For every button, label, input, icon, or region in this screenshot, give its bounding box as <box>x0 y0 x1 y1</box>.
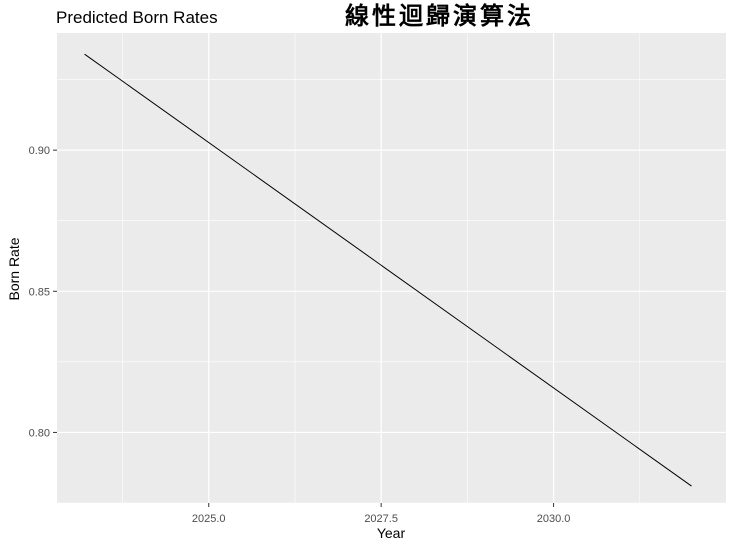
x-tick-label: 2025.0 <box>192 513 226 525</box>
chart-title: Predicted Born Rates <box>56 8 218 27</box>
x-tick-label: 2027.5 <box>364 513 398 525</box>
y-tick-label: 0.90 <box>29 145 50 157</box>
series-layer <box>84 53 692 487</box>
y-tick-label: 0.85 <box>29 286 50 298</box>
y-tick-label: 0.80 <box>29 427 50 439</box>
overlay-chinese-title: 線性迴歸演算法 <box>345 1 534 30</box>
major-gridlines <box>57 33 726 503</box>
x-axis-ticks: 2025.0 2027.5 2030.0 <box>192 503 571 525</box>
x-tick-label: 2030.0 <box>537 513 571 525</box>
y-axis-ticks: 0.80 0.85 0.90 <box>29 145 57 439</box>
minor-gridlines <box>57 33 726 504</box>
plot-panel <box>57 33 726 503</box>
y-axis-label: Born Rate <box>6 237 22 300</box>
series-line <box>84 53 692 487</box>
x-axis-label: Year <box>377 525 406 541</box>
